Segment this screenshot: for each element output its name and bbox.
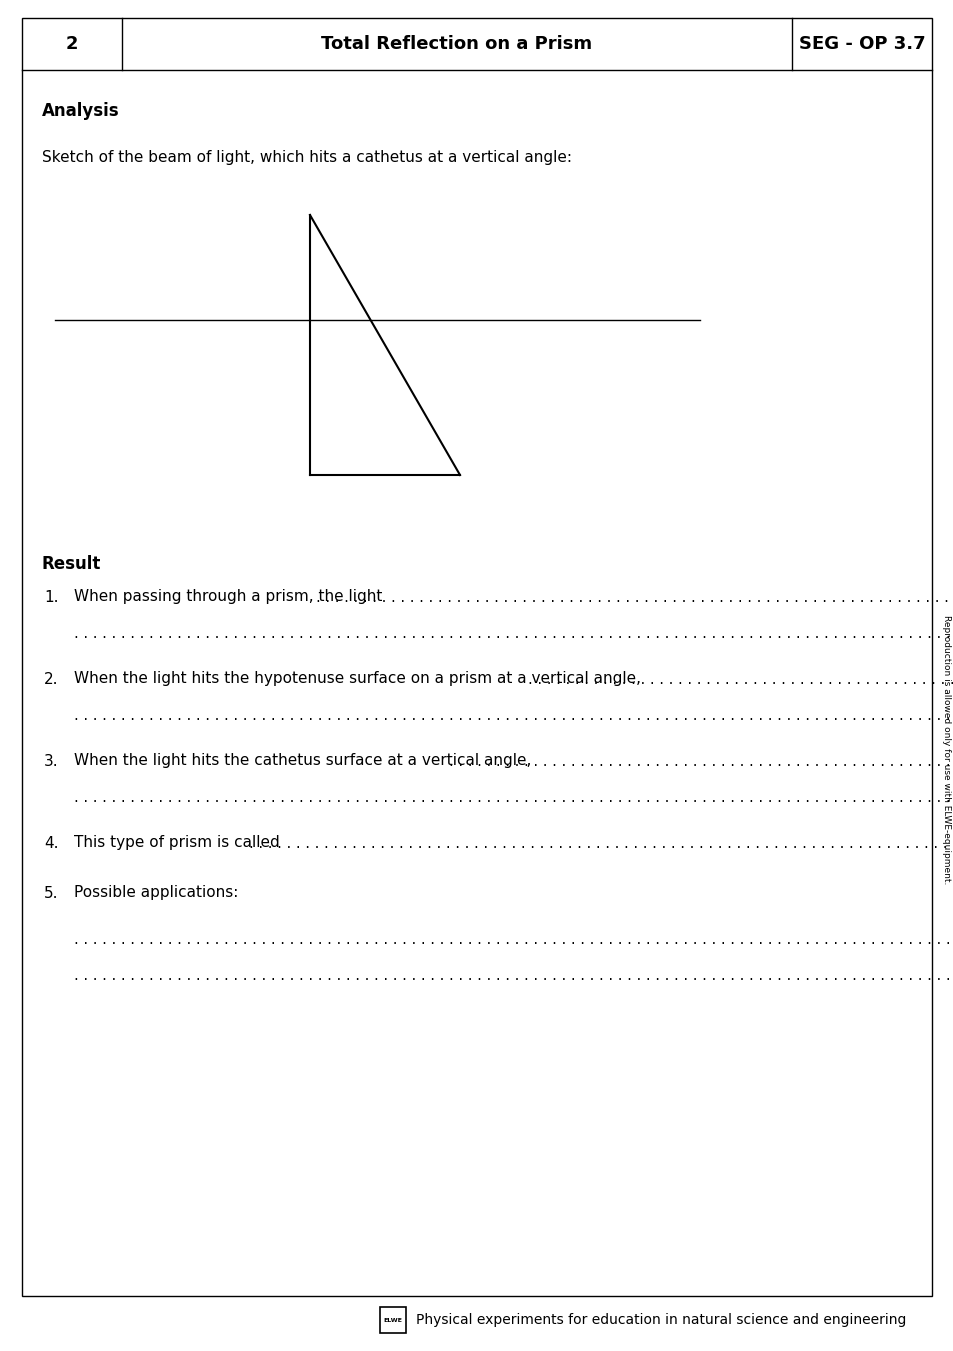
Text: Physical experiments for education in natural science and engineering: Physical experiments for education in na…: [416, 1313, 905, 1327]
Text: . . . . . . . . . . . . . . . . . . . . . . . . . . . . . . . . . . . . . . . . : . . . . . . . . . . . . . . . . . . . . …: [449, 754, 953, 769]
Text: SEG - OP 3.7: SEG - OP 3.7: [798, 35, 924, 53]
Text: . . . . . . . . . . . . . . . . . . . . . . . . . . . . . . . . . . . . . . . . : . . . . . . . . . . . . . . . . . . . . …: [74, 931, 953, 947]
Text: 5.: 5.: [44, 885, 58, 901]
Text: Result: Result: [42, 555, 101, 573]
Text: . . . . . . . . . . . . . . . . . . . . . . . . . . . . . . . . . . . . . . . . : . . . . . . . . . . . . . . . . . . . . …: [74, 708, 953, 723]
Text: . . . . . . . . . . . . . . . . . . . . . . . . . . . . . . . . . . . . . . . . : . . . . . . . . . . . . . . . . . . . . …: [74, 967, 953, 982]
Text: 2: 2: [66, 35, 78, 53]
Text: When the light hits the hypotenuse surface on a prism at a vertical angle,: When the light hits the hypotenuse surfa…: [74, 671, 640, 686]
Text: Reproduction is allowed only for use with ELWE-equipment.: Reproduction is allowed only for use wit…: [942, 615, 950, 885]
Text: . . . . . . . . . . . . . . . . . . . . . . . . . . . . . . . . . . . . . . . . : . . . . . . . . . . . . . . . . . . . . …: [74, 626, 953, 640]
Text: This type of prism is called: This type of prism is called: [74, 835, 279, 851]
Text: When passing through a prism, the light: When passing through a prism, the light: [74, 589, 382, 604]
Text: 4.: 4.: [44, 835, 58, 851]
Text: Analysis: Analysis: [42, 101, 119, 120]
Text: 3.: 3.: [44, 754, 58, 769]
Text: . . . . . . . . . . . . . . . . . . . . . . . . . . . . . . . . . . . . . . . . : . . . . . . . . . . . . . . . . . . . . …: [74, 789, 953, 804]
Text: . . . . . . . . . . . . . . . . . . . . . . . . . . . . . . . . . . . . . . . . : . . . . . . . . . . . . . . . . . . . . …: [249, 835, 953, 851]
Text: . . . . . . . . . . . . . . . . . . . . . . . . . . . . . . . . . . . . . . . . : . . . . . . . . . . . . . . . . . . . . …: [527, 671, 953, 686]
Text: 2.: 2.: [44, 671, 58, 686]
Bar: [379, 1306, 406, 1333]
Text: When the light hits the cathetus surface at a vertical angle,: When the light hits the cathetus surface…: [74, 754, 531, 769]
Text: Total Reflection on a Prism: Total Reflection on a Prism: [321, 35, 592, 53]
Text: Possible applications:: Possible applications:: [74, 885, 238, 901]
Text: 1.: 1.: [44, 589, 58, 604]
Text: Sketch of the beam of light, which hits a cathetus at a vertical angle:: Sketch of the beam of light, which hits …: [42, 150, 572, 165]
Text: . . . . . . . . . . . . . . . . . . . . . . . . . . . . . . . . . . . . . . . . : . . . . . . . . . . . . . . . . . . . . …: [315, 589, 953, 604]
Text: ELWE: ELWE: [383, 1317, 402, 1323]
